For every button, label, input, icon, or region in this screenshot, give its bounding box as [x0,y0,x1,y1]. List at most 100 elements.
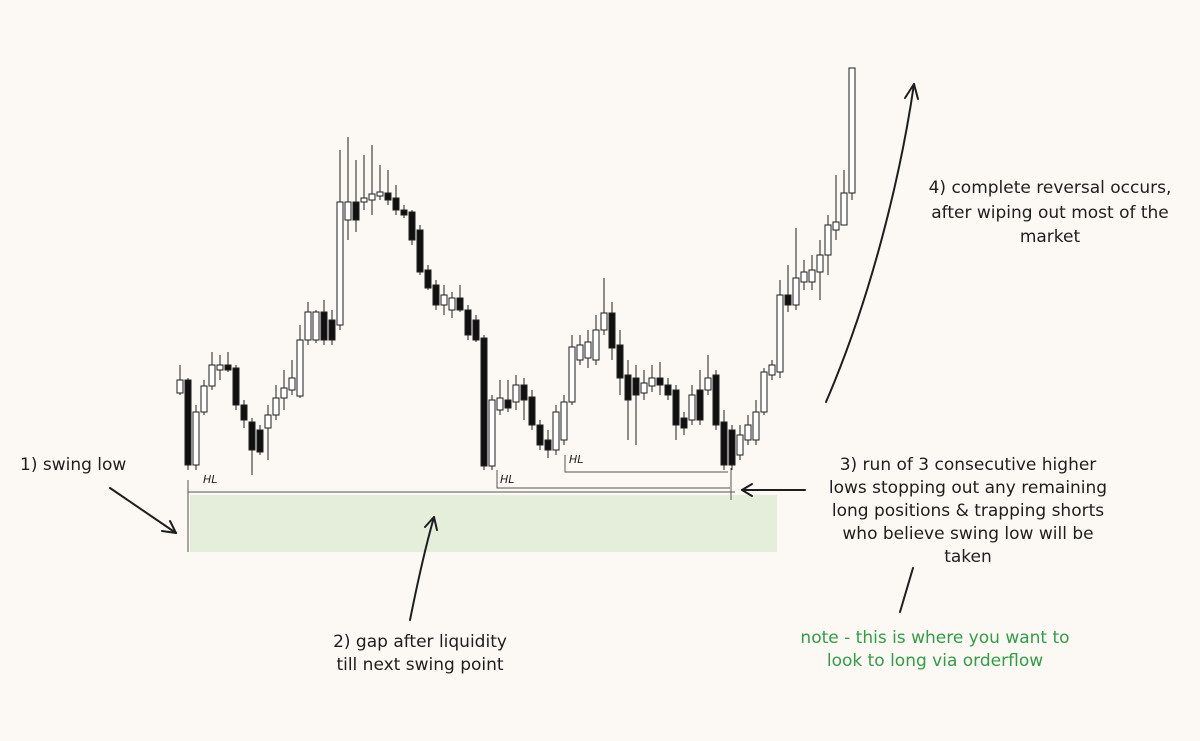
candle-body [832,221,840,231]
annotation: taken [944,547,992,567]
arrow [825,83,915,403]
candle-body [480,337,488,467]
hl-line [496,470,730,489]
arrow-head [424,516,438,531]
candle-body [376,191,384,197]
candle-body [472,319,480,341]
annotation: who believe swing low will be [842,524,1093,544]
note: note - this is where you want to [800,628,1069,648]
annotation: lows stopping out any remaining [829,478,1107,498]
arrow [109,487,177,534]
candle-body [448,297,456,311]
arrow [409,516,435,621]
candle-body [760,371,768,413]
candle-body [328,319,336,341]
annotation: 4) complete reversal occurs, [929,178,1172,198]
candle-body [384,192,392,201]
annotation: 2) gap after liquidity [333,632,507,652]
candle-body [608,312,616,349]
candle-body [312,311,320,341]
candle-body [496,397,504,411]
hl-line [564,455,728,473]
candle-body [584,341,592,359]
candle-body [504,399,512,409]
candle-body [824,224,832,256]
candle-body [712,374,720,426]
candle-body [432,284,440,306]
annotation: market [1020,227,1081,247]
arrow-head [741,483,753,497]
candle-body [736,434,744,456]
candle-body [728,429,736,466]
candle-body [656,377,664,386]
candle-body [696,389,704,421]
candle-body [768,364,776,376]
pointer-line [899,567,914,613]
candle-body [776,294,784,373]
candle-body [464,309,472,336]
annotation: long positions & trapping shorts [832,501,1104,521]
candle-body [800,271,808,283]
candle-body [248,421,256,451]
candle-body [224,364,232,371]
candle-body [440,294,448,306]
candle-body [400,209,408,216]
hl-label: HL [203,473,217,486]
annotation: till next swing point [336,655,503,675]
arrow-head [161,520,177,534]
candle-body [840,192,848,226]
arrows [109,83,919,621]
candle-body [256,429,264,453]
hl-label: HL [500,473,514,486]
candle-body [648,377,656,387]
candle-body [360,197,368,203]
candle-body [784,294,792,306]
candle-body [456,297,464,311]
candle-body [616,344,624,379]
candle-body [544,439,552,451]
candle-body [640,382,648,394]
candle-body [704,377,712,391]
candle-body [272,397,280,416]
candle-body [320,311,328,341]
candle-body [512,384,520,403]
candle-body [672,389,680,426]
candle-body [488,399,496,467]
candle-body [720,421,728,466]
candle-body [192,411,200,466]
candle-body [408,211,416,241]
arrow-head [904,83,919,100]
candle-body [528,396,536,426]
candle-body [264,414,272,429]
candle-body [424,269,432,289]
candle-body [232,367,240,406]
hl-label: HL [569,453,583,466]
candle-body [184,379,192,466]
candle-body [680,417,688,429]
candle-body [344,201,352,221]
candle-body [296,339,304,397]
candle-body [216,364,224,371]
candle-body [200,385,208,413]
liquidity-lines [187,455,735,552]
candle-body [536,424,544,446]
candle-body [240,404,248,421]
candle-body [848,67,856,194]
candle-body [600,312,608,331]
gap-zone [190,495,777,552]
candle-body [176,379,184,394]
candle-body [336,201,344,326]
candle-body [568,346,576,403]
candles [176,67,856,475]
candle-body [808,269,816,283]
candle-body [576,344,584,361]
note: look to long via orderflow [827,651,1043,671]
candle-body [744,424,752,441]
candle-body [280,387,288,399]
candle-body [352,201,360,221]
candle-body [752,411,760,441]
annotation: 3) run of 3 consecutive higher [840,455,1097,475]
